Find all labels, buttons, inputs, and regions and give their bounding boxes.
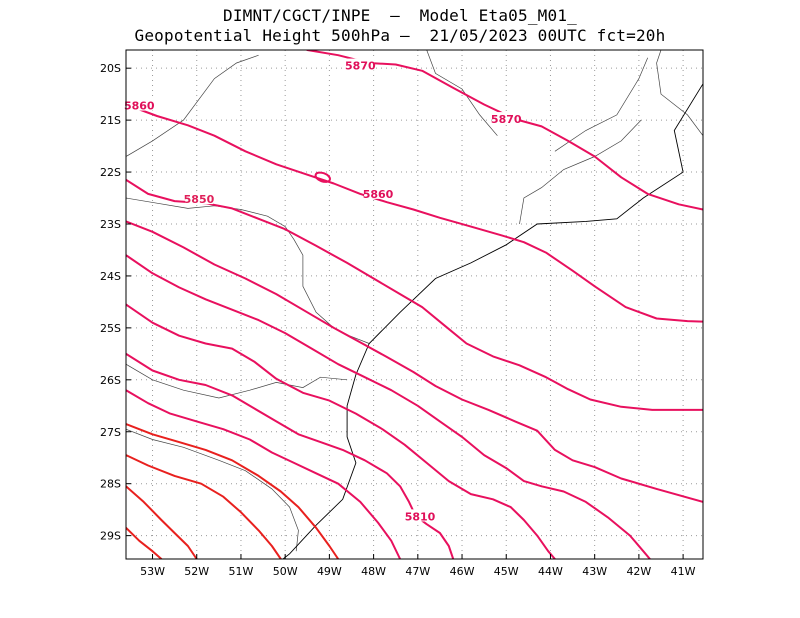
latitude-ticks: 20S 21S 22S 23S 24S 25S 26S 27S 28S 29S <box>100 62 131 543</box>
lon-tick-label: 42W <box>626 565 651 578</box>
lon-tick-label: 49W <box>317 565 342 578</box>
height-contour-line <box>126 389 402 559</box>
lon-tick-label: 51W <box>229 565 254 578</box>
lon-tick-label: 44W <box>538 565 563 578</box>
lon-tick-label: 53W <box>140 565 165 578</box>
contour-label: 5860 <box>363 188 394 201</box>
lon-tick-label: 47W <box>405 565 430 578</box>
lon-tick-label: 41W <box>671 565 696 578</box>
lat-tick-label: 28S <box>100 478 121 491</box>
lon-tick-label: 43W <box>582 565 607 578</box>
contour-label-bg <box>125 98 154 111</box>
lat-tick-label: 23S <box>100 218 121 231</box>
contour-label-bg <box>492 112 521 125</box>
map-title-line-2: Geopotential Height 500hPa — 21/05/2023 … <box>134 26 666 45</box>
state-border-line <box>519 119 642 225</box>
lat-tick-label: 27S <box>100 426 121 439</box>
height-contour-line <box>126 526 163 559</box>
lat-tick-label: 24S <box>100 270 121 283</box>
closed-contour <box>314 171 331 183</box>
contour-label: 5870 <box>491 113 522 126</box>
contour-labels: 5870 5870 5860 5860 5850 5810 <box>124 58 522 523</box>
height-contour-line <box>126 254 651 559</box>
state-border-line <box>656 50 703 136</box>
state-border-line <box>426 50 498 136</box>
height-contour-line <box>126 178 703 411</box>
contour-label-bg <box>406 509 435 522</box>
contour-label-bg <box>184 192 213 205</box>
lon-tick-label: 52W <box>184 565 209 578</box>
lat-tick-label: 22S <box>100 166 121 179</box>
lat-tick-label: 20S <box>100 62 121 75</box>
lon-tick-label: 45W <box>494 565 519 578</box>
plot-frame <box>125 49 704 560</box>
lon-tick-label: 46W <box>450 565 475 578</box>
lon-tick-label: 48W <box>361 565 386 578</box>
lat-tick-label: 21S <box>100 114 121 127</box>
contour-label: 5810 <box>405 510 436 523</box>
state-border-line <box>126 54 259 157</box>
longitude-ticks: 53W 52W 51W 50W 49W 48W 47W 46W 45W 44W 43W 42W 41W <box>140 554 696 578</box>
state-border-line <box>554 57 649 152</box>
height-contour-line <box>126 103 703 323</box>
height-contour-line <box>126 303 556 559</box>
lat-tick-label: 26S <box>100 374 121 387</box>
map-title-line-1: DIMNT/CGCT/INPE — Model Eta05_M01_ <box>223 6 577 25</box>
lat-tick-label: 29S <box>100 530 121 543</box>
height-contours <box>126 50 703 559</box>
coastline <box>282 83 703 559</box>
state-borders <box>126 50 703 552</box>
height-contour-line <box>126 423 340 559</box>
plot-area <box>126 50 703 559</box>
height-contour-line <box>126 485 198 559</box>
contour-label: 5850 <box>184 193 215 206</box>
height-contour-line <box>126 454 282 559</box>
height-contour-line <box>126 352 455 559</box>
lon-tick-label: 50W <box>273 565 298 578</box>
contour-label-bg <box>346 58 375 71</box>
contour-label: 5870 <box>345 60 376 73</box>
lat-tick-label: 25S <box>100 322 121 335</box>
height-contour-line <box>126 220 703 503</box>
state-border-line <box>126 428 299 552</box>
contour-label: 5860 <box>124 100 155 113</box>
contour-label-bg <box>364 186 393 199</box>
coastline-line <box>282 83 703 559</box>
state-border-line <box>126 363 348 399</box>
